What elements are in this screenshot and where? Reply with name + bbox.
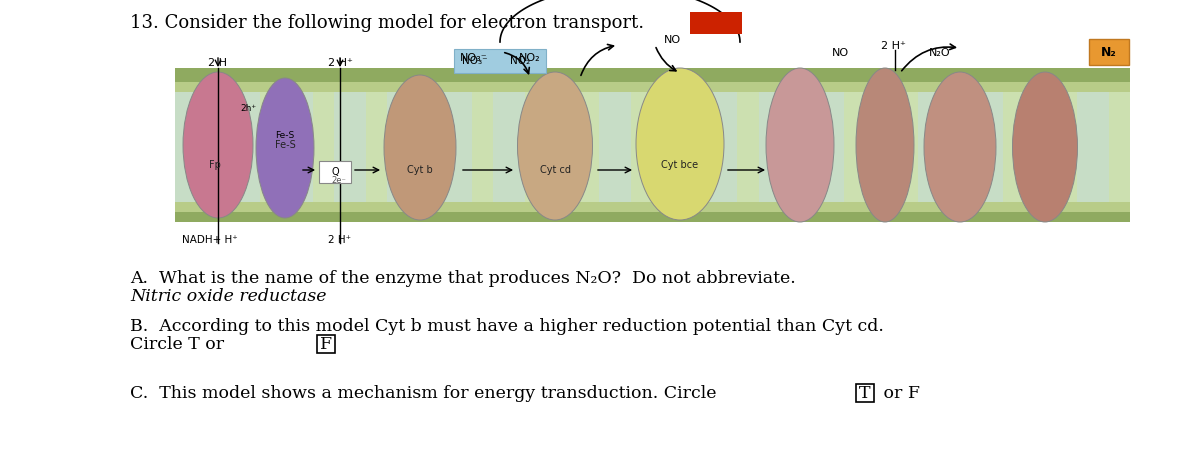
Bar bbox=[865, 80, 896, 206]
Text: B.  According to this model Cyt b must have a higher reduction potential than Cy: B. According to this model Cyt b must ha… bbox=[130, 318, 884, 335]
Text: T: T bbox=[859, 385, 871, 401]
Text: Fe-S: Fe-S bbox=[275, 130, 295, 139]
Text: or F: or F bbox=[878, 385, 920, 402]
Bar bbox=[600, 80, 631, 206]
Text: NO₂: NO₂ bbox=[520, 53, 541, 63]
Bar bbox=[653, 80, 684, 206]
Text: NO₃⁻: NO₃⁻ bbox=[462, 56, 488, 66]
Text: 2h⁺: 2h⁺ bbox=[240, 104, 256, 113]
Text: A.  What is the name of the enzyme that produces N₂O?  Do not abbreviate.: A. What is the name of the enzyme that p… bbox=[130, 270, 796, 287]
Text: 2 H⁺: 2 H⁺ bbox=[328, 58, 353, 68]
Ellipse shape bbox=[256, 78, 314, 218]
Bar bbox=[175, 68, 1130, 222]
Ellipse shape bbox=[636, 68, 724, 220]
Text: NADH+ H⁺: NADH+ H⁺ bbox=[182, 235, 238, 245]
Text: NO: NO bbox=[832, 48, 848, 58]
Bar bbox=[334, 80, 366, 206]
Bar bbox=[175, 202, 1130, 212]
Text: NO₃⁻: NO₃⁻ bbox=[460, 53, 488, 63]
Bar bbox=[758, 80, 791, 206]
Text: 2e⁻: 2e⁻ bbox=[331, 175, 347, 184]
Bar bbox=[440, 80, 472, 206]
Text: C.  This model shows a mechanism for energy transduction. Circle: C. This model shows a mechanism for ener… bbox=[130, 385, 722, 402]
Bar bbox=[546, 80, 578, 206]
Text: Cyt b: Cyt b bbox=[407, 165, 433, 175]
Bar bbox=[228, 80, 260, 206]
Bar bbox=[175, 80, 206, 206]
Ellipse shape bbox=[182, 72, 253, 218]
Text: NO: NO bbox=[664, 35, 680, 45]
Text: Fp: Fp bbox=[209, 160, 221, 170]
Text: Cyt bce: Cyt bce bbox=[661, 160, 698, 170]
Text: Q: Q bbox=[331, 167, 338, 177]
Text: Fe-S: Fe-S bbox=[275, 140, 295, 150]
Bar bbox=[281, 80, 313, 206]
FancyBboxPatch shape bbox=[1090, 39, 1129, 65]
Ellipse shape bbox=[517, 72, 593, 220]
Bar bbox=[1076, 80, 1109, 206]
Text: NO₂: NO₂ bbox=[510, 56, 530, 66]
Ellipse shape bbox=[856, 68, 914, 222]
Bar bbox=[1024, 80, 1056, 206]
Bar bbox=[918, 80, 949, 206]
Ellipse shape bbox=[924, 72, 996, 222]
Bar bbox=[706, 80, 737, 206]
Bar bbox=[175, 68, 1130, 82]
Text: 13. Consider the following model for electron transport.: 13. Consider the following model for ele… bbox=[130, 14, 644, 32]
FancyBboxPatch shape bbox=[454, 49, 546, 73]
Text: F: F bbox=[320, 335, 332, 353]
Ellipse shape bbox=[766, 68, 834, 222]
Bar bbox=[493, 80, 526, 206]
Bar bbox=[175, 82, 1130, 92]
Text: 2 H⁺: 2 H⁺ bbox=[329, 235, 352, 245]
Bar bbox=[971, 80, 1003, 206]
Text: Cyt cd: Cyt cd bbox=[540, 165, 570, 175]
Bar bbox=[175, 208, 1130, 222]
FancyBboxPatch shape bbox=[319, 161, 352, 183]
FancyBboxPatch shape bbox=[690, 12, 742, 34]
Text: 2 H⁺: 2 H⁺ bbox=[881, 41, 906, 51]
Text: N₂O: N₂O bbox=[929, 48, 950, 58]
Text: 2 H: 2 H bbox=[209, 58, 228, 68]
Ellipse shape bbox=[384, 75, 456, 220]
Text: N₂: N₂ bbox=[1102, 45, 1117, 59]
Bar bbox=[811, 80, 844, 206]
Text: Nitric oxide reductase: Nitric oxide reductase bbox=[130, 288, 326, 305]
Text: Circle T or: Circle T or bbox=[130, 336, 229, 353]
Ellipse shape bbox=[1013, 72, 1078, 222]
Bar bbox=[388, 80, 419, 206]
